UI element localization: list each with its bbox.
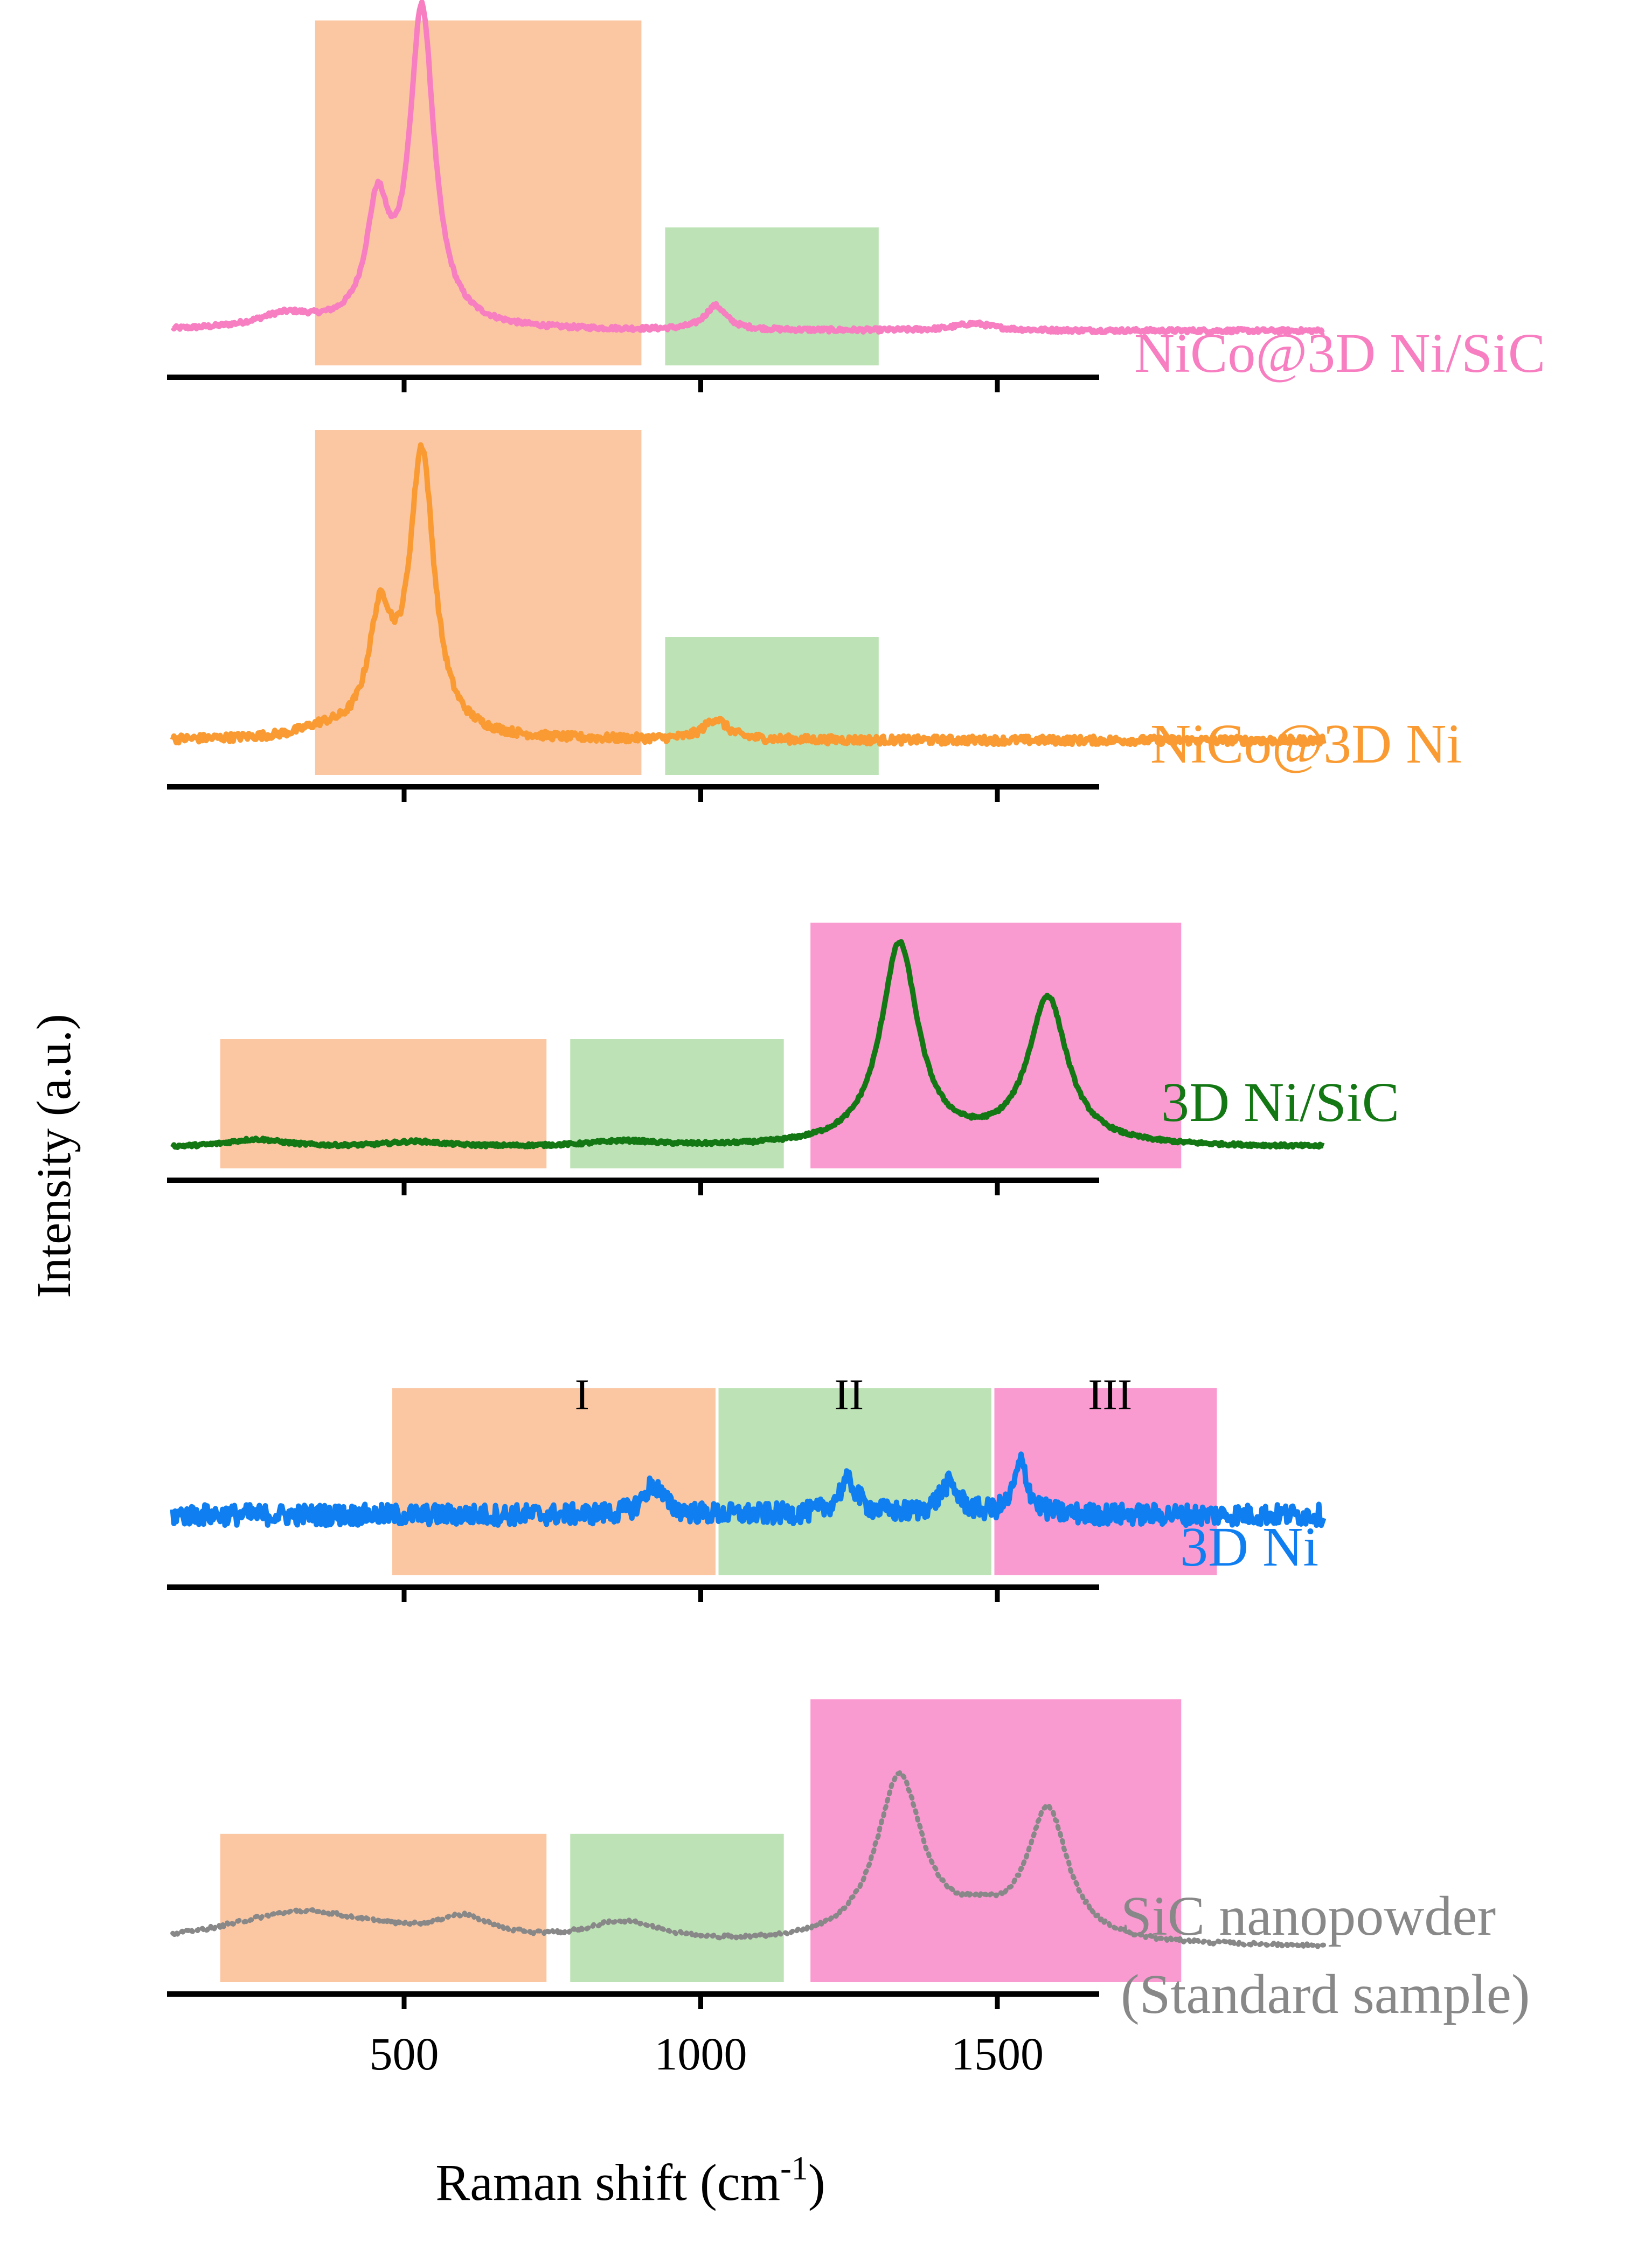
panel-0: NiCo@3D Ni/SiC: [167, 0, 1545, 392]
band-I-panel-0: [315, 20, 642, 365]
panel-1: NiCo@3D Ni: [167, 430, 1462, 802]
x-axis-label-main: Raman shift (cm: [435, 2154, 780, 2211]
band-II-panel-4: [570, 1833, 784, 1982]
band-II-panel-2: [570, 1039, 784, 1168]
x-axis-label: Raman shift (cm-1): [435, 2150, 825, 2211]
band-I-panel-3: [392, 1388, 716, 1575]
band-label-I: I: [575, 1370, 589, 1419]
band-I-panel-4: [220, 1833, 547, 1982]
series-line-panel-1: [170, 442, 1327, 747]
x-tick-label-1000: 1000: [655, 2028, 747, 2080]
band-III-panel-3: [994, 1388, 1217, 1575]
series-line-panel-3: [170, 1451, 1327, 1528]
band-II-panel-1: [665, 637, 879, 775]
band-III-panel-4: [810, 1699, 1182, 1982]
band-II-panel-0: [665, 227, 879, 365]
panel-4: SiC nanopowder (Standard sample): [167, 1699, 1530, 2025]
x-tick-labels: 500 1000 1500: [370, 2028, 1044, 2080]
x-tick-label-500: 500: [370, 2028, 439, 2080]
series-line-panel-4: [170, 1770, 1327, 1949]
series-label-panel-0-line-0: NiCo@3D Ni/SiC: [1134, 322, 1545, 384]
series-label-panel-2-line-0: 3D Ni/SiC: [1161, 1071, 1399, 1133]
series-label-panel-4-line-0: SiC nanopowder: [1121, 1885, 1496, 1947]
panel-2: 3D Ni/SiC: [167, 923, 1399, 1195]
series-label-panel-4-line-1: (Standard sample): [1121, 1963, 1530, 2025]
series-label-panel-1-line-0: NiCo@3D Ni: [1150, 713, 1462, 775]
series-line-panel-0: [170, 0, 1325, 336]
band-I-panel-1: [315, 430, 642, 775]
y-axis-label: Intensity (a.u.): [27, 1014, 81, 1298]
band-label-II: II: [834, 1370, 864, 1419]
series-line-panel-2: [170, 939, 1325, 1150]
series-label-panel-3-line-0: 3D Ni: [1180, 1516, 1318, 1578]
x-axis-label-superscript: -1: [780, 2150, 808, 2187]
band-label-III: III: [1088, 1370, 1132, 1419]
x-tick-label-1500: 1500: [951, 2028, 1044, 2080]
x-axis-label-close: ): [808, 2154, 825, 2211]
